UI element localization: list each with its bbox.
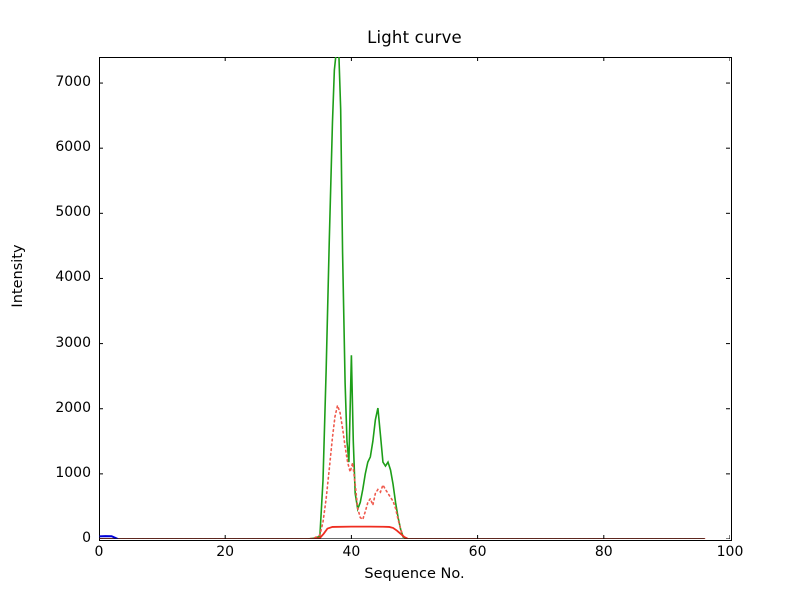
y-tick-label: 0	[82, 530, 91, 546]
tick-marks	[99, 57, 730, 539]
y-tick-label: 4000	[55, 269, 91, 286]
x-axis-label: Sequence No.	[364, 566, 465, 582]
y-tick-label: 6000	[55, 139, 91, 156]
x-tick-label: 100	[716, 544, 744, 560]
series-blue-solid	[99, 535, 119, 539]
x-tick-label: 0	[94, 544, 104, 560]
x-tick-label: 80	[594, 544, 613, 560]
x-tick-label: 60	[468, 544, 487, 560]
plot-frame	[99, 57, 732, 541]
plot-area	[99, 57, 730, 539]
chart-title: Light curve	[367, 28, 462, 47]
series-green-solid	[99, 57, 705, 539]
x-tick-label: 20	[216, 544, 235, 560]
y-tick-label: 5000	[55, 204, 91, 221]
series-red-dotted	[99, 402, 706, 539]
y-tick-label: 7000	[55, 74, 91, 91]
y-axis-label: Intensity	[10, 244, 26, 308]
x-tick-label: 40	[342, 544, 361, 560]
y-tick-label: 2000	[55, 399, 91, 416]
y-tick-label: 3000	[55, 334, 91, 351]
y-tick-label: 1000	[55, 464, 91, 481]
series-red-solid	[99, 525, 705, 539]
